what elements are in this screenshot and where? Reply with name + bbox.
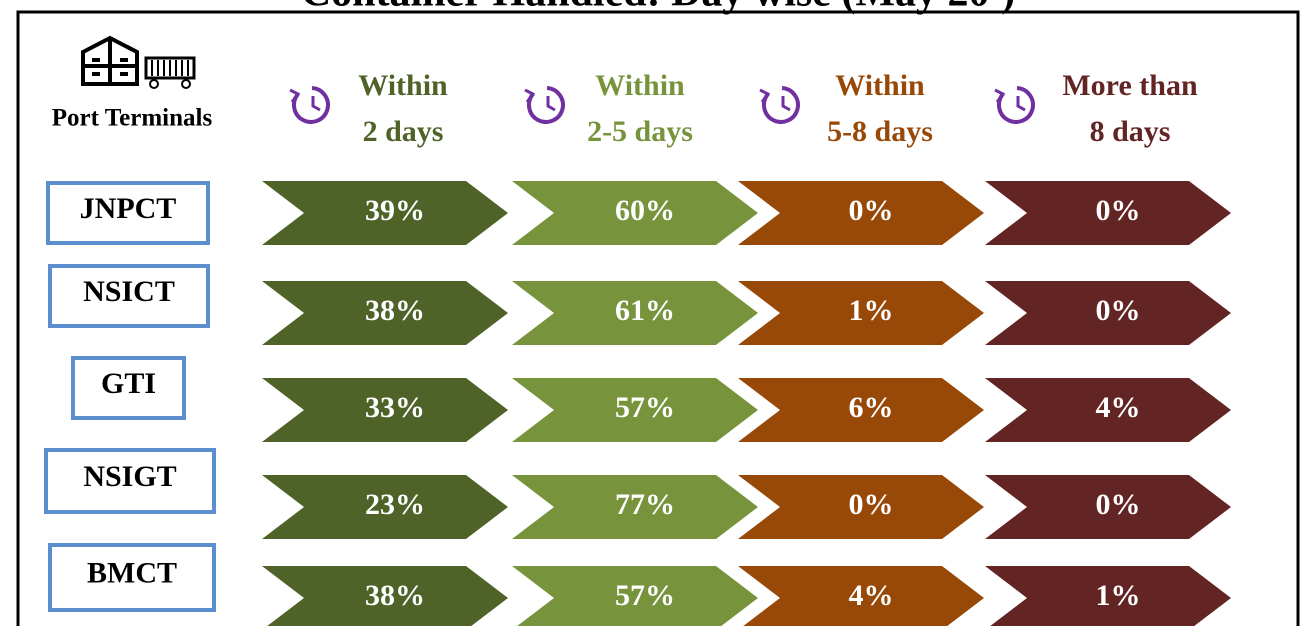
chevron	[738, 181, 984, 245]
title: Container Handled: Day wise (May 20')	[301, 0, 1015, 16]
cell-value: 4%	[1096, 391, 1141, 424]
chevron	[985, 378, 1231, 442]
cell-value: 4%	[849, 579, 894, 612]
chevron	[985, 566, 1231, 626]
cell-value: 0%	[1096, 488, 1141, 521]
terminal-name: GTI	[101, 367, 156, 400]
column-header: More than	[1062, 69, 1198, 102]
terminal-box	[48, 264, 210, 328]
column-header: 2-5 days	[587, 115, 693, 148]
clock-hands	[546, 96, 556, 112]
chevron	[262, 566, 508, 626]
cell-value: 6%	[849, 391, 894, 424]
terminal-name: NSICT	[83, 275, 175, 308]
cell-value: 0%	[849, 194, 894, 227]
clock-arrow	[289, 88, 301, 103]
terminal-name: BMCT	[87, 556, 177, 589]
chevron	[512, 475, 758, 539]
terminal-name: JNPCT	[80, 192, 177, 225]
cell-value: 1%	[1096, 579, 1141, 612]
column-header: Within	[835, 69, 925, 102]
column-header: 5-8 days	[827, 115, 933, 148]
cell-value: 33%	[365, 391, 425, 424]
clock-icon	[997, 86, 1035, 124]
chevron	[738, 281, 984, 345]
cell-value: 57%	[615, 579, 675, 612]
chevron	[738, 566, 984, 626]
terminal-box	[46, 181, 210, 245]
column-header: 8 days	[1090, 115, 1171, 148]
clock-icon	[762, 86, 800, 124]
chevron	[512, 378, 758, 442]
cell-value: 0%	[1096, 294, 1141, 327]
clock-hands	[1016, 96, 1026, 112]
chevron	[985, 475, 1231, 539]
chevron	[262, 378, 508, 442]
clock-arrow	[524, 88, 536, 103]
chevron	[738, 378, 984, 442]
column-header: 2 days	[363, 115, 444, 148]
cell-value: 0%	[849, 488, 894, 521]
terminal-box	[44, 448, 216, 514]
chevron	[262, 181, 508, 245]
cell-value: 60%	[615, 194, 675, 227]
clock-icon	[292, 86, 330, 124]
chevron	[985, 281, 1231, 345]
cell-value: 39%	[365, 194, 425, 227]
terminal-name: NSIGT	[83, 460, 176, 493]
header-label: Port Terminals	[52, 105, 213, 132]
clock-hands	[311, 96, 321, 112]
chevron	[262, 281, 508, 345]
clock-arrow	[759, 88, 771, 103]
clock-arrow	[994, 88, 1006, 103]
cell-value: 57%	[615, 391, 675, 424]
building-icon	[81, 35, 196, 89]
cell-value: 38%	[365, 579, 425, 612]
cell-value: 61%	[615, 294, 675, 327]
cell-value: 38%	[365, 294, 425, 327]
cell-value: 23%	[365, 488, 425, 521]
frame	[16, 10, 1300, 626]
terminal-box	[48, 543, 216, 612]
terminal-box	[71, 356, 186, 420]
chevron	[738, 475, 984, 539]
cell-value: 77%	[615, 488, 675, 521]
column-header: Within	[595, 69, 685, 102]
chevron	[512, 281, 758, 345]
clock-hands	[781, 96, 791, 112]
clock-icon	[527, 86, 565, 124]
chevron	[262, 475, 508, 539]
chevron	[512, 566, 758, 626]
chevron	[512, 181, 758, 245]
cell-value: 1%	[849, 294, 894, 327]
chevron	[985, 181, 1231, 245]
column-header: Within	[358, 69, 448, 102]
cell-value: 0%	[1096, 194, 1141, 227]
